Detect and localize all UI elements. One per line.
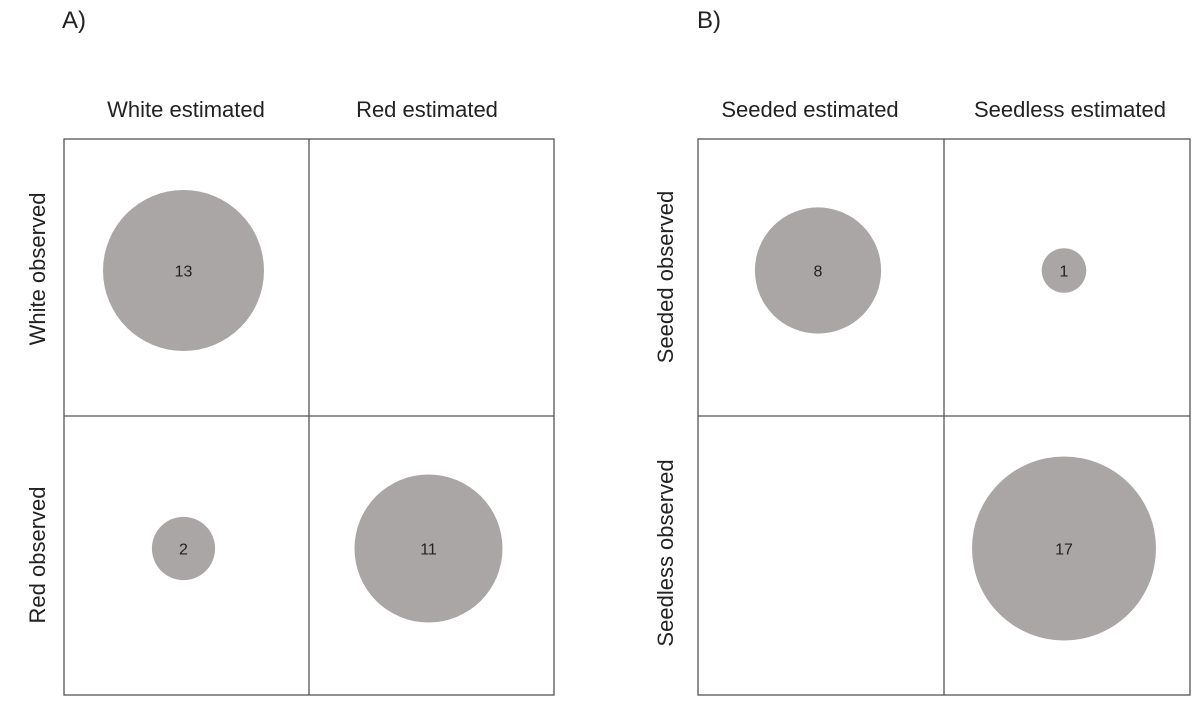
panel-a-label: A): [62, 7, 86, 34]
panel-b-bubble-r1c1: [754, 207, 882, 334]
panel-a-bubble-r2c2: [354, 474, 503, 623]
panel-a-col-label-1: White estimated: [107, 97, 265, 122]
panel-b-row-label-2: Seedless observed: [653, 459, 678, 646]
panel-b-bubble-label-r1c1: 8: [814, 264, 823, 281]
panel-a: A) White estimated Red estimated White o…: [25, 7, 555, 696]
panel-b-bubble-label-r2c2: 17: [1055, 542, 1073, 559]
panel-b-col-label-2: Seedless estimated: [974, 97, 1166, 122]
panel-a-grid: [63, 138, 555, 696]
panel-a-bubble-label-r2c2: 11: [420, 542, 437, 559]
panel-b-bubble-r1c2: [1041, 248, 1087, 293]
panel-a-row-label-2: Red observed: [25, 487, 50, 624]
panel-b-col-label-1: Seeded estimated: [721, 97, 898, 122]
panel-b: B) Seeded estimated Seedless estimated S…: [653, 7, 1191, 696]
panel-b-bubble-r2c2: [972, 456, 1156, 641]
panel-a-bubble-r2c1: [151, 516, 216, 581]
panel-b-grid: [697, 138, 1191, 696]
panel-b-row-label-1: Seeded observed: [653, 191, 678, 363]
panel-b-label: B): [697, 7, 721, 34]
panel-a-col-label-2: Red estimated: [356, 97, 498, 122]
panel-a-bubble-label-r1c1: 13: [175, 264, 193, 281]
panel-b-bubbles: 8 1 17: [754, 207, 1156, 641]
panel-b-bubble-label-r1c2: 1: [1060, 264, 1069, 281]
panel-a-bubbles: 13 2 11: [103, 190, 503, 623]
panel-a-row-label-1: White observed: [25, 193, 50, 346]
panel-a-bubble-label-r2c1: 2: [179, 542, 188, 559]
panel-a-bubble-r1c1: [103, 190, 264, 351]
